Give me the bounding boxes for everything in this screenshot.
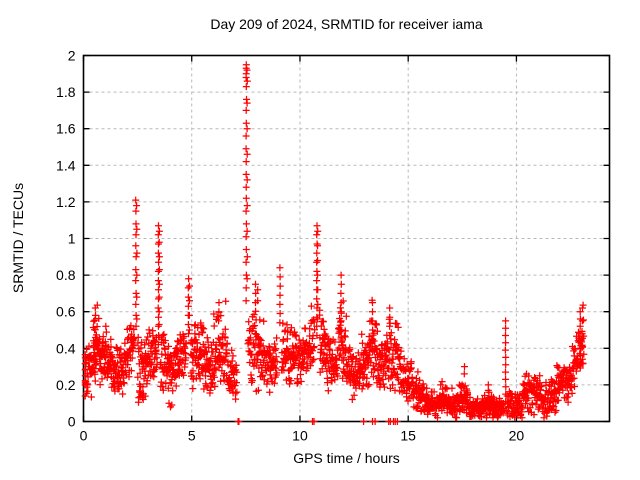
plot-border	[82, 54, 611, 423]
y-tick-label: 0.2	[56, 377, 76, 393]
y-tick-label: 0	[68, 414, 76, 430]
x-tick-label: 5	[188, 428, 196, 444]
y-tick-label: 0.4	[56, 340, 76, 356]
y-tick-label: 2	[68, 48, 76, 64]
x-tick-label: 0	[80, 428, 88, 444]
x-tick-label: 10	[292, 428, 308, 444]
grid-lines	[83, 55, 610, 422]
srmtid-scatter-points	[81, 61, 588, 425]
y-tick-label: 1.6	[56, 121, 76, 137]
x-axis-label: GPS time / hours	[293, 450, 400, 466]
x-tick-labels: 0 5 10 15 20	[80, 428, 525, 444]
y-tick-label: 0.8	[56, 267, 76, 283]
grid-path	[83, 55, 610, 422]
y-tick-label: 1.4	[56, 157, 76, 173]
y-tick-labels: 0 0.2 0.4 0.6 0.8 1 1.2 1.4 1.6 1.8 2	[56, 48, 76, 430]
data-points	[81, 61, 588, 425]
plot-frame	[82, 54, 611, 423]
y-tick-label: 1.8	[56, 84, 76, 100]
x-tick-label: 20	[509, 428, 525, 444]
y-tick-label: 0.6	[56, 304, 76, 320]
y-tick-label: 1	[68, 231, 76, 247]
x-tick-label: 15	[400, 428, 416, 444]
chart-title: Day 209 of 2024, SRMTID for receiver iam…	[210, 16, 483, 32]
y-tick-label: 1.2	[56, 194, 76, 210]
